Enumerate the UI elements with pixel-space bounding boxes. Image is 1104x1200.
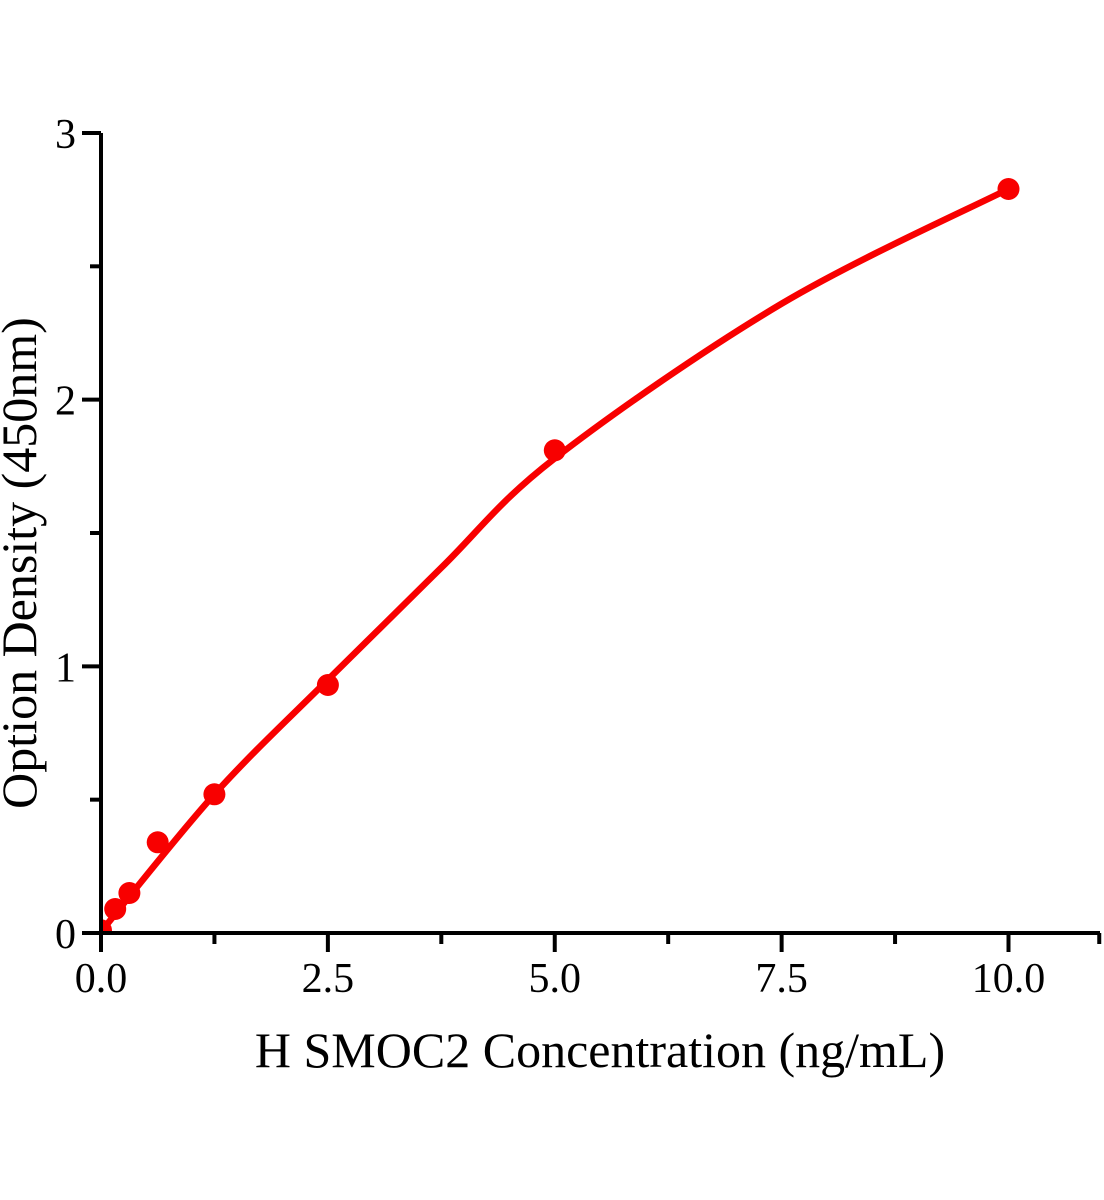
- data-point: [103, 919, 112, 931]
- series-layer: [103, 178, 1020, 931]
- x-tick-label: 5.0: [529, 956, 582, 1002]
- data-point: [104, 898, 127, 920]
- x-axis-title: H SMOC2 Concentration (ng/mL): [255, 1022, 945, 1078]
- data-point: [203, 783, 226, 806]
- y-tick-label: 3: [55, 112, 76, 158]
- data-point: [118, 882, 141, 904]
- x-tick-label: 0.0: [75, 956, 128, 1002]
- y-axis-title: Option Density (450nm): [0, 317, 47, 809]
- data-point: [543, 439, 566, 462]
- tick-label-layer: 0.0 2.5 5.0 7.5 10.0 0 1 2 3: [55, 112, 1045, 1002]
- axes-layer: [82, 130, 1102, 952]
- y-tick-label: 0: [55, 912, 76, 958]
- data-point: [146, 831, 169, 854]
- y-tick-label: 1: [55, 645, 76, 691]
- data-point: [316, 674, 339, 696]
- x-tick-label: 10.0: [972, 956, 1046, 1002]
- fit-curve: [103, 185, 1012, 931]
- x-tick-label: 7.5: [755, 956, 808, 1002]
- x-tick-label: 2.5: [302, 956, 355, 1002]
- data-point: [997, 178, 1020, 200]
- y-tick-label: 2: [55, 379, 76, 425]
